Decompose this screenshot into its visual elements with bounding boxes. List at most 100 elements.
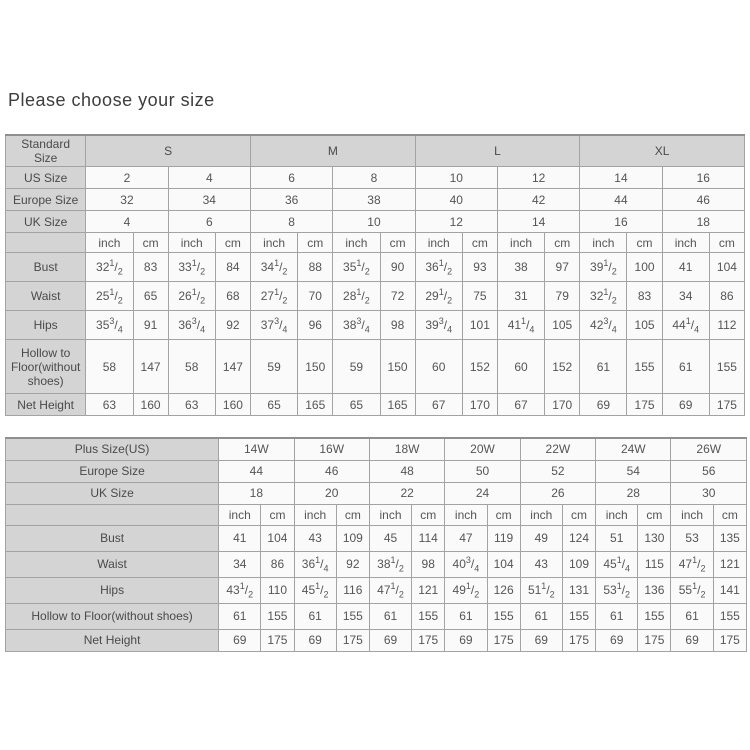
measurement-value-cell: 86 xyxy=(708,281,746,311)
measurement-value-cell: 53 xyxy=(670,524,714,552)
row-label-cell: Bust xyxy=(4,524,220,552)
unit-cell: cm xyxy=(297,232,334,253)
measurement-value-cell: 431/2 xyxy=(218,576,262,604)
size-value-cell: 48 xyxy=(368,459,446,483)
measurement-value-cell: 152 xyxy=(461,339,498,394)
measurement-value-cell: 45 xyxy=(368,524,413,552)
measurement-value-cell: 83 xyxy=(132,252,169,282)
measurement-value-cell: 92 xyxy=(335,550,370,578)
measurement-value-cell: 61 xyxy=(293,602,337,630)
measurement-value-cell: 72 xyxy=(379,281,416,311)
measurement-value-cell: 155 xyxy=(486,602,521,630)
measurement-value-cell: 155 xyxy=(260,602,295,630)
size-value-cell: 38 xyxy=(332,188,416,211)
measurement-value-cell: 86 xyxy=(260,550,295,578)
measurement-value-cell: 321/2 xyxy=(579,281,628,311)
measurement-value-cell: 471/2 xyxy=(368,576,413,604)
measurement-value-cell: 165 xyxy=(379,393,416,416)
size-value-cell: 56 xyxy=(670,459,747,483)
size-group-cell: XL xyxy=(579,134,745,167)
row-label-cell: Hollow to Floor(without shoes) xyxy=(4,339,87,394)
measurement-value-cell: 61 xyxy=(444,602,488,630)
measurement-value-cell: 126 xyxy=(486,576,521,604)
measurement-row: Waist 34 86 361/4 92 381/2 98 403/4 104 43 109 451/… xyxy=(4,550,748,578)
measurement-value-cell: 175 xyxy=(708,393,746,416)
row-label-cell: UK Size xyxy=(4,481,220,505)
row-label-cell xyxy=(4,232,87,253)
unit-cell: cm xyxy=(708,232,746,253)
size-value-cell: 50 xyxy=(444,459,521,483)
measurement-value-cell: 61 xyxy=(670,602,714,630)
measurement-value-cell: 423/4 xyxy=(579,310,628,340)
unit-cell: cm xyxy=(411,503,446,526)
measurement-value-cell: 43 xyxy=(293,524,337,552)
plus-size-table: Plus Size(US) 14W 16W 18W 20W 22W 24W 26W Europe… xyxy=(4,437,748,652)
unit-cell: inch xyxy=(444,503,488,526)
measurement-value-cell: 141 xyxy=(712,576,748,604)
row-label-cell: Europe Size xyxy=(4,459,220,483)
size-group-row: Standard Size S M L XL xyxy=(4,134,745,167)
measurement-value-cell: 61 xyxy=(368,602,413,630)
measurement-value-cell: 59 xyxy=(332,339,381,394)
measurement-value-cell: 391/2 xyxy=(579,252,628,282)
measurement-value-cell: 150 xyxy=(297,339,334,394)
measurement-value-cell: 112 xyxy=(708,310,746,340)
measurement-value-cell: 131 xyxy=(561,576,597,604)
size-value-cell: 24W xyxy=(595,437,672,461)
row-label-cell: Waist xyxy=(4,281,87,311)
measurement-value-cell: 43 xyxy=(519,550,563,578)
size-group-cell: S xyxy=(85,134,251,167)
measurement-value-cell: 373/4 xyxy=(249,310,299,340)
measurement-value-cell: 68 xyxy=(214,281,251,311)
size-row: UK Size 4 6 8 10 12 14 16 18 xyxy=(4,210,746,233)
size-value-cell: 24 xyxy=(444,481,521,505)
measurement-value-cell: 59 xyxy=(249,339,299,394)
unit-cell: cm xyxy=(461,232,498,253)
size-value-cell: 34 xyxy=(167,188,251,211)
measurement-value-cell: 403/4 xyxy=(444,550,488,578)
measurement-value-cell: 351/2 xyxy=(332,252,381,282)
size-value-cell: 16 xyxy=(579,210,663,233)
measurement-value-cell: 70 xyxy=(297,281,334,311)
measurement-value-cell: 60 xyxy=(496,339,546,394)
measurement-row: Bust 321/2 83 331/2 84 341/2 88 351/2 90 361/2 93 3… xyxy=(4,252,746,282)
row-label-cell: Net Height xyxy=(4,393,87,416)
size-value-cell: 22 xyxy=(368,481,446,505)
measurement-value-cell: 47 xyxy=(444,524,488,552)
size-value-cell: 46 xyxy=(293,459,370,483)
unit-cell: cm xyxy=(132,232,169,253)
measurement-row: Waist 251/2 65 261/2 68 271/2 70 281/2 72 291/2 75… xyxy=(4,281,746,311)
measurement-value-cell: 135 xyxy=(712,524,748,552)
measurement-value-cell: 98 xyxy=(379,310,416,340)
measurement-value-cell: 104 xyxy=(486,550,521,578)
measurement-value-cell: 155 xyxy=(637,602,672,630)
measurement-value-cell: 61 xyxy=(218,602,262,630)
measurement-value-cell: 65 xyxy=(132,281,169,311)
measurement-value-cell: 93 xyxy=(461,252,498,282)
measurement-value-cell: 69 xyxy=(595,628,639,652)
size-value-cell: 32 xyxy=(85,188,169,211)
size-value-cell: 4 xyxy=(167,166,251,189)
measurement-value-cell: 155 xyxy=(708,339,746,394)
measurement-value-cell: 63 xyxy=(167,393,216,416)
unit-cell: cm xyxy=(379,232,416,253)
measurement-value-cell: 175 xyxy=(260,628,295,652)
measurement-value-cell: 451/2 xyxy=(293,576,337,604)
unit-cell: inch xyxy=(332,232,381,253)
measurement-value-cell: 341/2 xyxy=(249,252,299,282)
size-row: UK Size 18 20 22 24 26 28 30 xyxy=(4,481,747,505)
size-value-cell: 28 xyxy=(595,481,672,505)
measurement-value-cell: 60 xyxy=(414,339,463,394)
measurement-value-cell: 147 xyxy=(132,339,169,394)
size-value-cell: 22W xyxy=(519,437,597,461)
measurement-value-cell: 114 xyxy=(411,524,446,552)
measurement-value-cell: 65 xyxy=(249,393,299,416)
measurement-value-cell: 69 xyxy=(579,393,628,416)
measurement-value-cell: 175 xyxy=(335,628,370,652)
measurement-value-cell: 491/2 xyxy=(444,576,488,604)
measurement-value-cell: 69 xyxy=(368,628,413,652)
measurement-value-cell: 271/2 xyxy=(249,281,299,311)
unit-cell: inch xyxy=(519,503,563,526)
measurement-value-cell: 100 xyxy=(626,252,663,282)
